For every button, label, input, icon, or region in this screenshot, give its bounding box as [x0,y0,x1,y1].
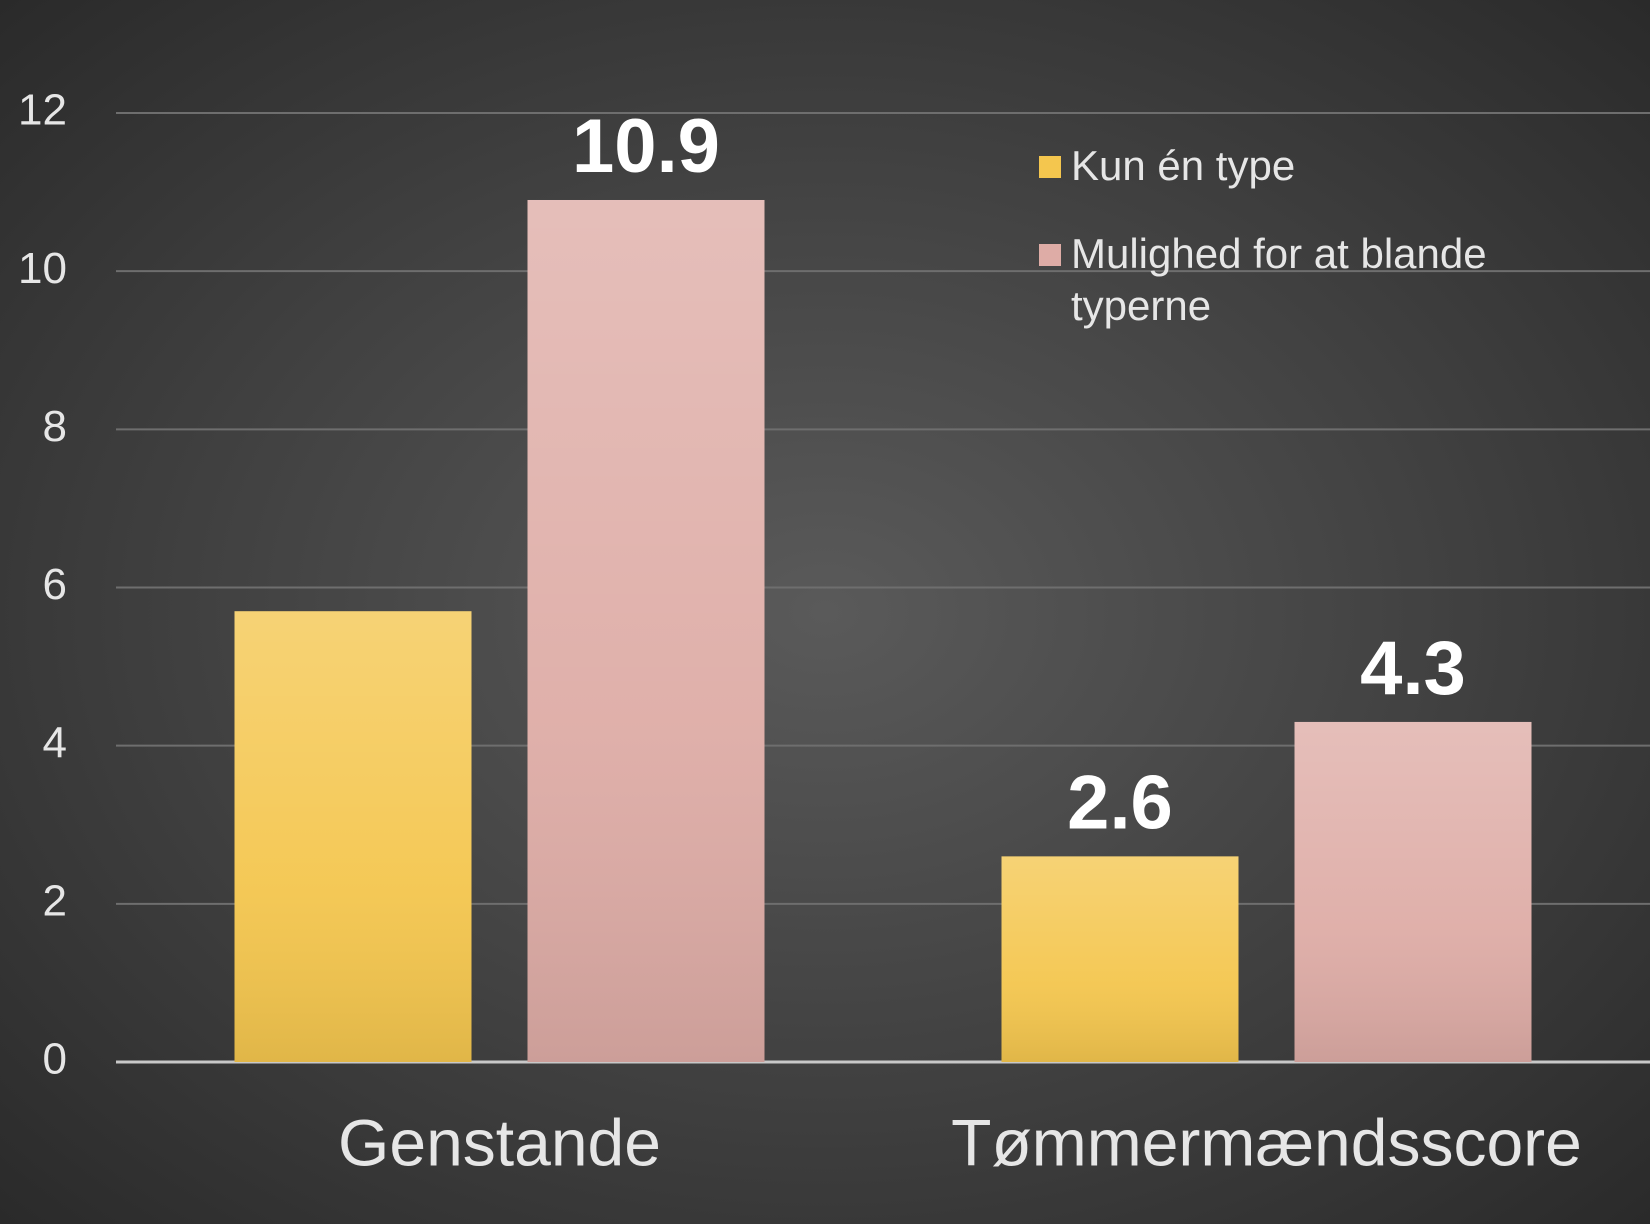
bar-shade [1001,856,1239,1062]
y-tick-label: 2 [43,876,67,925]
legend-swatch [1039,244,1061,266]
legend-swatch [1039,156,1061,178]
legend-label: Mulighed for at blande typerne [1071,230,1487,329]
bar-shade [1294,721,1532,1062]
y-tick-label: 12 [18,86,67,135]
y-tick-label: 10 [18,244,67,293]
data-label: 2.6 [1067,760,1173,845]
y-tick-label: 4 [43,718,67,767]
y-tick-label: 8 [43,402,67,451]
data-label: 4.3 [1360,626,1466,711]
legend-item: Kun én type [1039,140,1559,192]
bar-shade [527,199,765,1062]
legend: Kun én type Mulighed for at blande typern… [1039,140,1559,368]
bars [234,199,1532,1062]
x-tick-label: Tømmermændsscore [951,1105,1582,1179]
labels: 0 2 4 6 8 10 12 Genstande 10.9 Tømmermændsscore 2.… [18,86,1582,1180]
x-tick-label: Genstande [338,1105,661,1179]
legend-item: Mulighed for at blande typerne [1039,228,1559,332]
y-tick-label: 0 [43,1035,67,1084]
y-tick-label: 6 [43,560,67,609]
legend-label: Kun én type [1071,142,1296,189]
bar-shade [234,611,472,1062]
data-label: 10.9 [572,104,720,189]
